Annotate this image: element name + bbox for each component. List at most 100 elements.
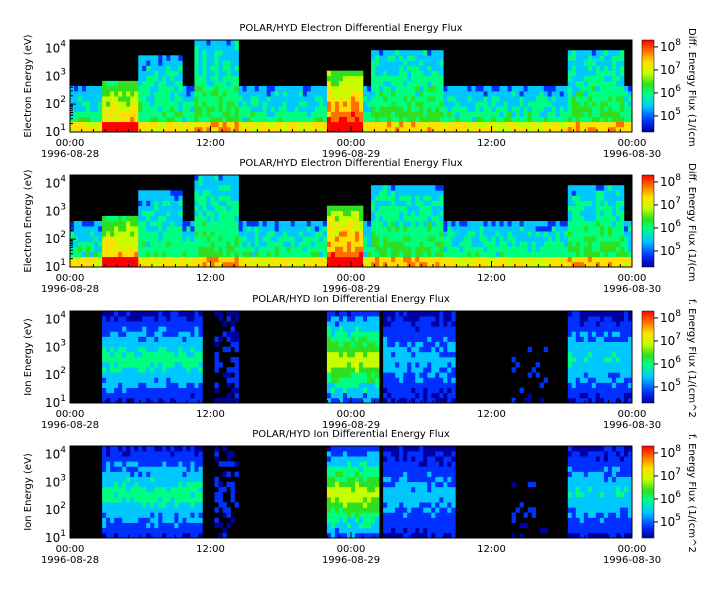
spectrogram-cell xyxy=(198,200,203,206)
spectrogram-cell xyxy=(439,195,444,201)
spectrogram-cell xyxy=(226,226,231,232)
spectrogram-cell xyxy=(238,101,243,107)
spectrogram-cell xyxy=(619,50,625,56)
spectrogram-cell xyxy=(190,377,195,383)
spectrogram-cell xyxy=(371,397,376,404)
spectrogram-cell xyxy=(595,331,601,337)
spectrogram-cell xyxy=(214,45,219,51)
x-tick-time: 12:00 xyxy=(477,138,506,149)
spectrogram-cell xyxy=(326,236,332,242)
spectrogram-cell xyxy=(338,346,344,353)
spectrogram-cell xyxy=(507,251,512,258)
spectrogram-cell xyxy=(102,80,107,87)
spectrogram-cell xyxy=(126,316,131,322)
spectrogram-cell xyxy=(206,70,211,77)
spectrogram-cell xyxy=(346,226,352,232)
spectrogram-cell xyxy=(338,86,344,92)
spectrogram-cell xyxy=(166,210,171,217)
spectrogram-cell xyxy=(150,106,155,112)
spectrogram-cell xyxy=(387,210,392,217)
spectrogram-cell xyxy=(539,106,544,112)
spectrogram-cell xyxy=(619,215,625,222)
spectrogram-cell xyxy=(387,205,392,212)
spectrogram-cell xyxy=(415,205,420,212)
spectrogram-cell xyxy=(375,336,380,342)
spectrogram-cell xyxy=(591,246,597,252)
spectrogram-cell xyxy=(415,392,420,399)
spectrogram-cell xyxy=(535,106,540,112)
spectrogram-cell xyxy=(346,392,352,399)
spectrogram-cell xyxy=(379,50,384,56)
spectrogram-cell xyxy=(206,200,211,206)
spectrogram-cell xyxy=(555,106,561,112)
spectrogram-cell xyxy=(154,311,159,317)
spectrogram-cell xyxy=(443,326,448,332)
spectrogram-cell xyxy=(579,241,585,247)
spectrogram-cell xyxy=(258,121,263,128)
spectrogram-cell xyxy=(182,367,187,373)
spectrogram-cell xyxy=(367,86,372,92)
spectrogram-cell xyxy=(415,185,420,191)
spectrogram-cell xyxy=(351,382,356,388)
spectrogram-cell xyxy=(435,116,440,123)
spectrogram-cell xyxy=(519,96,524,102)
spectrogram-cell xyxy=(351,351,356,358)
spectrogram-cell xyxy=(479,256,484,263)
spectrogram-cell xyxy=(230,311,235,317)
spectrogram-cell xyxy=(90,106,95,112)
spectrogram-cell xyxy=(607,86,613,92)
spectrogram-cell xyxy=(455,231,460,237)
spectrogram-cell xyxy=(222,236,227,242)
spectrogram-cell xyxy=(403,200,408,206)
spectrogram-cell xyxy=(579,246,585,252)
spectrogram-cell xyxy=(443,346,448,353)
spectrogram-cell xyxy=(511,246,516,252)
spectrogram-cell xyxy=(178,236,183,242)
spectrogram-cell xyxy=(583,311,589,317)
spectrogram-cell xyxy=(591,210,597,217)
spectrogram-cell xyxy=(579,65,585,71)
spectrogram-cell xyxy=(431,121,436,128)
spectrogram-cell xyxy=(435,331,440,337)
spectrogram-cell xyxy=(611,331,617,337)
spectrogram-cell xyxy=(483,126,488,133)
spectrogram-cell xyxy=(178,116,183,123)
spectrogram-cell xyxy=(214,86,219,92)
spectrogram-cell xyxy=(439,101,444,107)
spectrogram-cell xyxy=(162,116,167,123)
spectrogram-cell xyxy=(587,75,593,82)
spectrogram-cell xyxy=(210,101,215,107)
spectrogram-cell xyxy=(270,261,276,268)
spectrogram-cell xyxy=(178,397,183,404)
spectrogram-cell xyxy=(587,231,593,237)
spectrogram-cell xyxy=(451,367,456,373)
spectrogram-cell xyxy=(130,311,135,317)
spectrogram-cell xyxy=(78,236,83,242)
spectrogram-cell xyxy=(575,190,581,196)
spectrogram-cell xyxy=(539,221,544,227)
spectrogram-cell xyxy=(351,215,356,222)
spectrogram-cell xyxy=(595,231,601,237)
spectrogram-cell xyxy=(206,75,211,82)
spectrogram-cell xyxy=(154,246,159,252)
spectrogram-cell xyxy=(78,111,83,117)
spectrogram-cell xyxy=(274,86,280,92)
spectrogram-cell xyxy=(391,311,396,317)
spectrogram-cell xyxy=(415,91,420,97)
spectrogram-cell xyxy=(603,261,609,268)
spectrogram-cell xyxy=(627,96,633,102)
spectrogram-cell xyxy=(467,231,472,237)
spectrogram-cell xyxy=(214,261,219,268)
spectrogram-cell xyxy=(471,111,476,117)
spectrogram-cell xyxy=(579,397,585,404)
spectrogram-cell xyxy=(190,121,195,128)
spectrogram-cell xyxy=(190,86,195,92)
spectrogram-cell xyxy=(387,226,392,232)
spectrogram-cell xyxy=(491,236,496,242)
spectrogram-cell xyxy=(451,106,456,112)
spectrogram-cell xyxy=(186,91,191,97)
spectrogram-cell xyxy=(559,96,565,102)
spectrogram-cell xyxy=(150,200,155,206)
spectrogram-cell xyxy=(583,190,589,196)
spectrogram-cell xyxy=(326,321,332,327)
